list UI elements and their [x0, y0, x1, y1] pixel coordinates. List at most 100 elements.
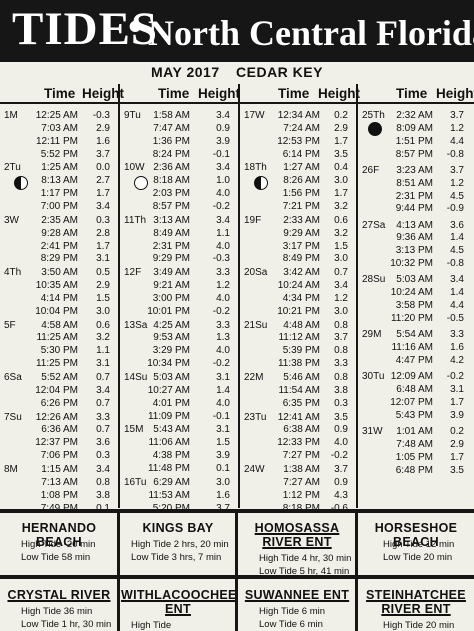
column-header: Time Height [358, 84, 474, 102]
tide-height-text: 3.7 [334, 463, 348, 475]
title-separator-dot: • [127, 1, 144, 53]
tide-time: 7:06 PM [0, 450, 78, 463]
subtitle-location: CEDAR KEY [236, 64, 323, 80]
tide-height: 4.4 [434, 300, 464, 313]
tide-time-text: 8:57 PM [395, 148, 433, 160]
tide-time: 11:25 PM [0, 358, 78, 371]
tide-height-text: -0.2 [446, 371, 464, 383]
tide-height-text: 0.7 [96, 424, 110, 436]
tide-height-text: -0.8 [446, 258, 464, 270]
tide-time: 2:36 AM [120, 162, 190, 175]
tide-height: 3.4 [80, 464, 110, 477]
tide-time: 8:18 PM [240, 503, 320, 516]
day-label: 15M [124, 424, 144, 436]
tide-time: 1:25 AM [0, 162, 78, 175]
tide-height: 1.2 [318, 293, 348, 306]
day-label: 23Tu [244, 411, 267, 423]
tide-time: 12:53 PM [240, 136, 320, 149]
tide-time: 8:09 AM [358, 123, 433, 136]
correction-location: SUWANNEE ENT [244, 588, 350, 602]
tide-time-text: 9:28 AM [41, 227, 78, 239]
tide-time: 7:47 AM [120, 123, 190, 136]
tide-height: 1.6 [200, 490, 230, 503]
tide-correction-box: HOMOSASSA RIVER ENT High Tide 4 hr, 30 min… [241, 512, 353, 577]
tide-height: 3.2 [318, 201, 348, 214]
tide-day: 29M 5:54 AM 3.3 11:16 AM 1.6 4:47 PM 4.2 [358, 329, 474, 368]
tide-height-text: 4.4 [450, 300, 464, 312]
tide-time: 4:58 AM [0, 320, 78, 333]
tide-column: Time Height 1M 12:25 AM -0.3 7:03 AM 2.9 12:11 … [0, 84, 124, 514]
tide-height-text: 0.9 [216, 122, 230, 134]
tide-day: 10W 2:36 AM 3.4 8:18 AM 1.0 2:03 PM 4.0 8:57 PM… [120, 162, 238, 214]
tide-time: 3:50 AM [0, 267, 78, 280]
tide-height-text: 1.4 [450, 287, 464, 299]
tide-height-text: 3.2 [334, 201, 348, 213]
tide-time: 6:35 PM [240, 398, 320, 411]
tide-height: 4.2 [434, 355, 464, 368]
tide-time: 8:29 PM [0, 253, 78, 266]
tide-time: 3:23 AM [358, 165, 433, 178]
tide-height: 3.5 [318, 149, 348, 162]
tide-time-text: 1:58 AM [153, 110, 190, 121]
tide-time-text: 12:11 PM [35, 135, 78, 147]
day-label: 26F [362, 164, 380, 176]
tide-time: 1:38 AM [240, 464, 320, 477]
tide-time: 1:17 PM [0, 188, 78, 201]
day-label: 20Sa [244, 267, 268, 279]
tide-height: 3.0 [318, 253, 348, 266]
tide-time: 7:00 PM [0, 201, 78, 214]
tide-time-text: 7:00 PM [40, 201, 78, 213]
tide-time: 3:29 PM [120, 345, 190, 358]
new-moon-icon [368, 122, 382, 136]
tide-height: 0.4 [318, 162, 348, 175]
column-divider [356, 84, 358, 508]
tide-height-text: 3.0 [96, 305, 110, 317]
tide-time: 7:48 AM [358, 439, 433, 452]
tide-time-text: 10:21 PM [277, 305, 320, 317]
tide-height-text: 0.7 [96, 372, 110, 383]
tide-time-text: 8:09 AM [396, 122, 433, 134]
tide-height: 1.1 [80, 345, 110, 358]
tide-time-text: 9:44 PM [395, 203, 433, 215]
tide-height-text: 3.7 [216, 503, 230, 514]
day-label: 5F [4, 319, 16, 331]
tide-time: 2:32 AM [358, 110, 433, 123]
tide-height: 0.8 [318, 345, 348, 358]
day-label: 4Th [4, 267, 22, 279]
tide-time: 7:27 AM [240, 477, 320, 490]
tide-time-text: 9:29 PM [152, 253, 190, 265]
tide-height-text: -0.2 [212, 201, 230, 213]
tide-time: 6:48 AM [358, 384, 433, 397]
tide-height: 1.5 [200, 437, 230, 450]
tide-height-text: 3.1 [450, 383, 464, 395]
tide-height-text: 3.4 [96, 384, 110, 396]
tide-time-text: 4:25 AM [153, 319, 190, 331]
tide-height: -0.1 [200, 149, 230, 162]
tide-height-text: 4.2 [450, 354, 464, 366]
tide-height-text: -0.6 [331, 503, 348, 514]
tide-height-text: 1.7 [450, 396, 464, 408]
tide-time-text: 9:36 AM [396, 232, 433, 244]
tide-height: -0.8 [434, 149, 464, 162]
tide-time: 5:46 AM [240, 372, 320, 385]
tide-height-text: 0.5 [96, 267, 110, 279]
tide-height-text: 2.9 [450, 438, 464, 450]
tide-time-text: 4:14 PM [40, 292, 78, 304]
tide-day: 31W 1:01 AM 0.2 7:48 AM 2.9 1:05 PM 1.7 6:48 PM… [358, 426, 474, 478]
tide-height: 2.9 [434, 439, 464, 452]
tide-time-text: 2:35 AM [41, 214, 78, 226]
tide-height: 3.7 [80, 149, 110, 162]
tide-time: 4:47 PM [358, 355, 433, 368]
tide-height-text: 0.3 [96, 450, 110, 462]
tide-time: 11:20 PM [358, 313, 433, 326]
tide-time-text: 1:12 PM [282, 489, 320, 501]
tide-day: 19F 2:33 AM 0.6 9:29 AM 3.2 3:17 PM 1.5 8:49 PM… [240, 215, 356, 267]
tide-time: 9:44 PM [358, 203, 433, 216]
tide-height: 4.0 [200, 241, 230, 254]
tide-height: 3.0 [200, 477, 230, 490]
tide-time-text: 11:16 AM [391, 342, 433, 354]
tide-height-text: 3.4 [450, 274, 464, 286]
tide-height-text: 1.7 [334, 188, 348, 200]
correction-location: HORSESHOE BEACH [374, 521, 458, 549]
tide-height-text: 3.6 [96, 437, 110, 449]
